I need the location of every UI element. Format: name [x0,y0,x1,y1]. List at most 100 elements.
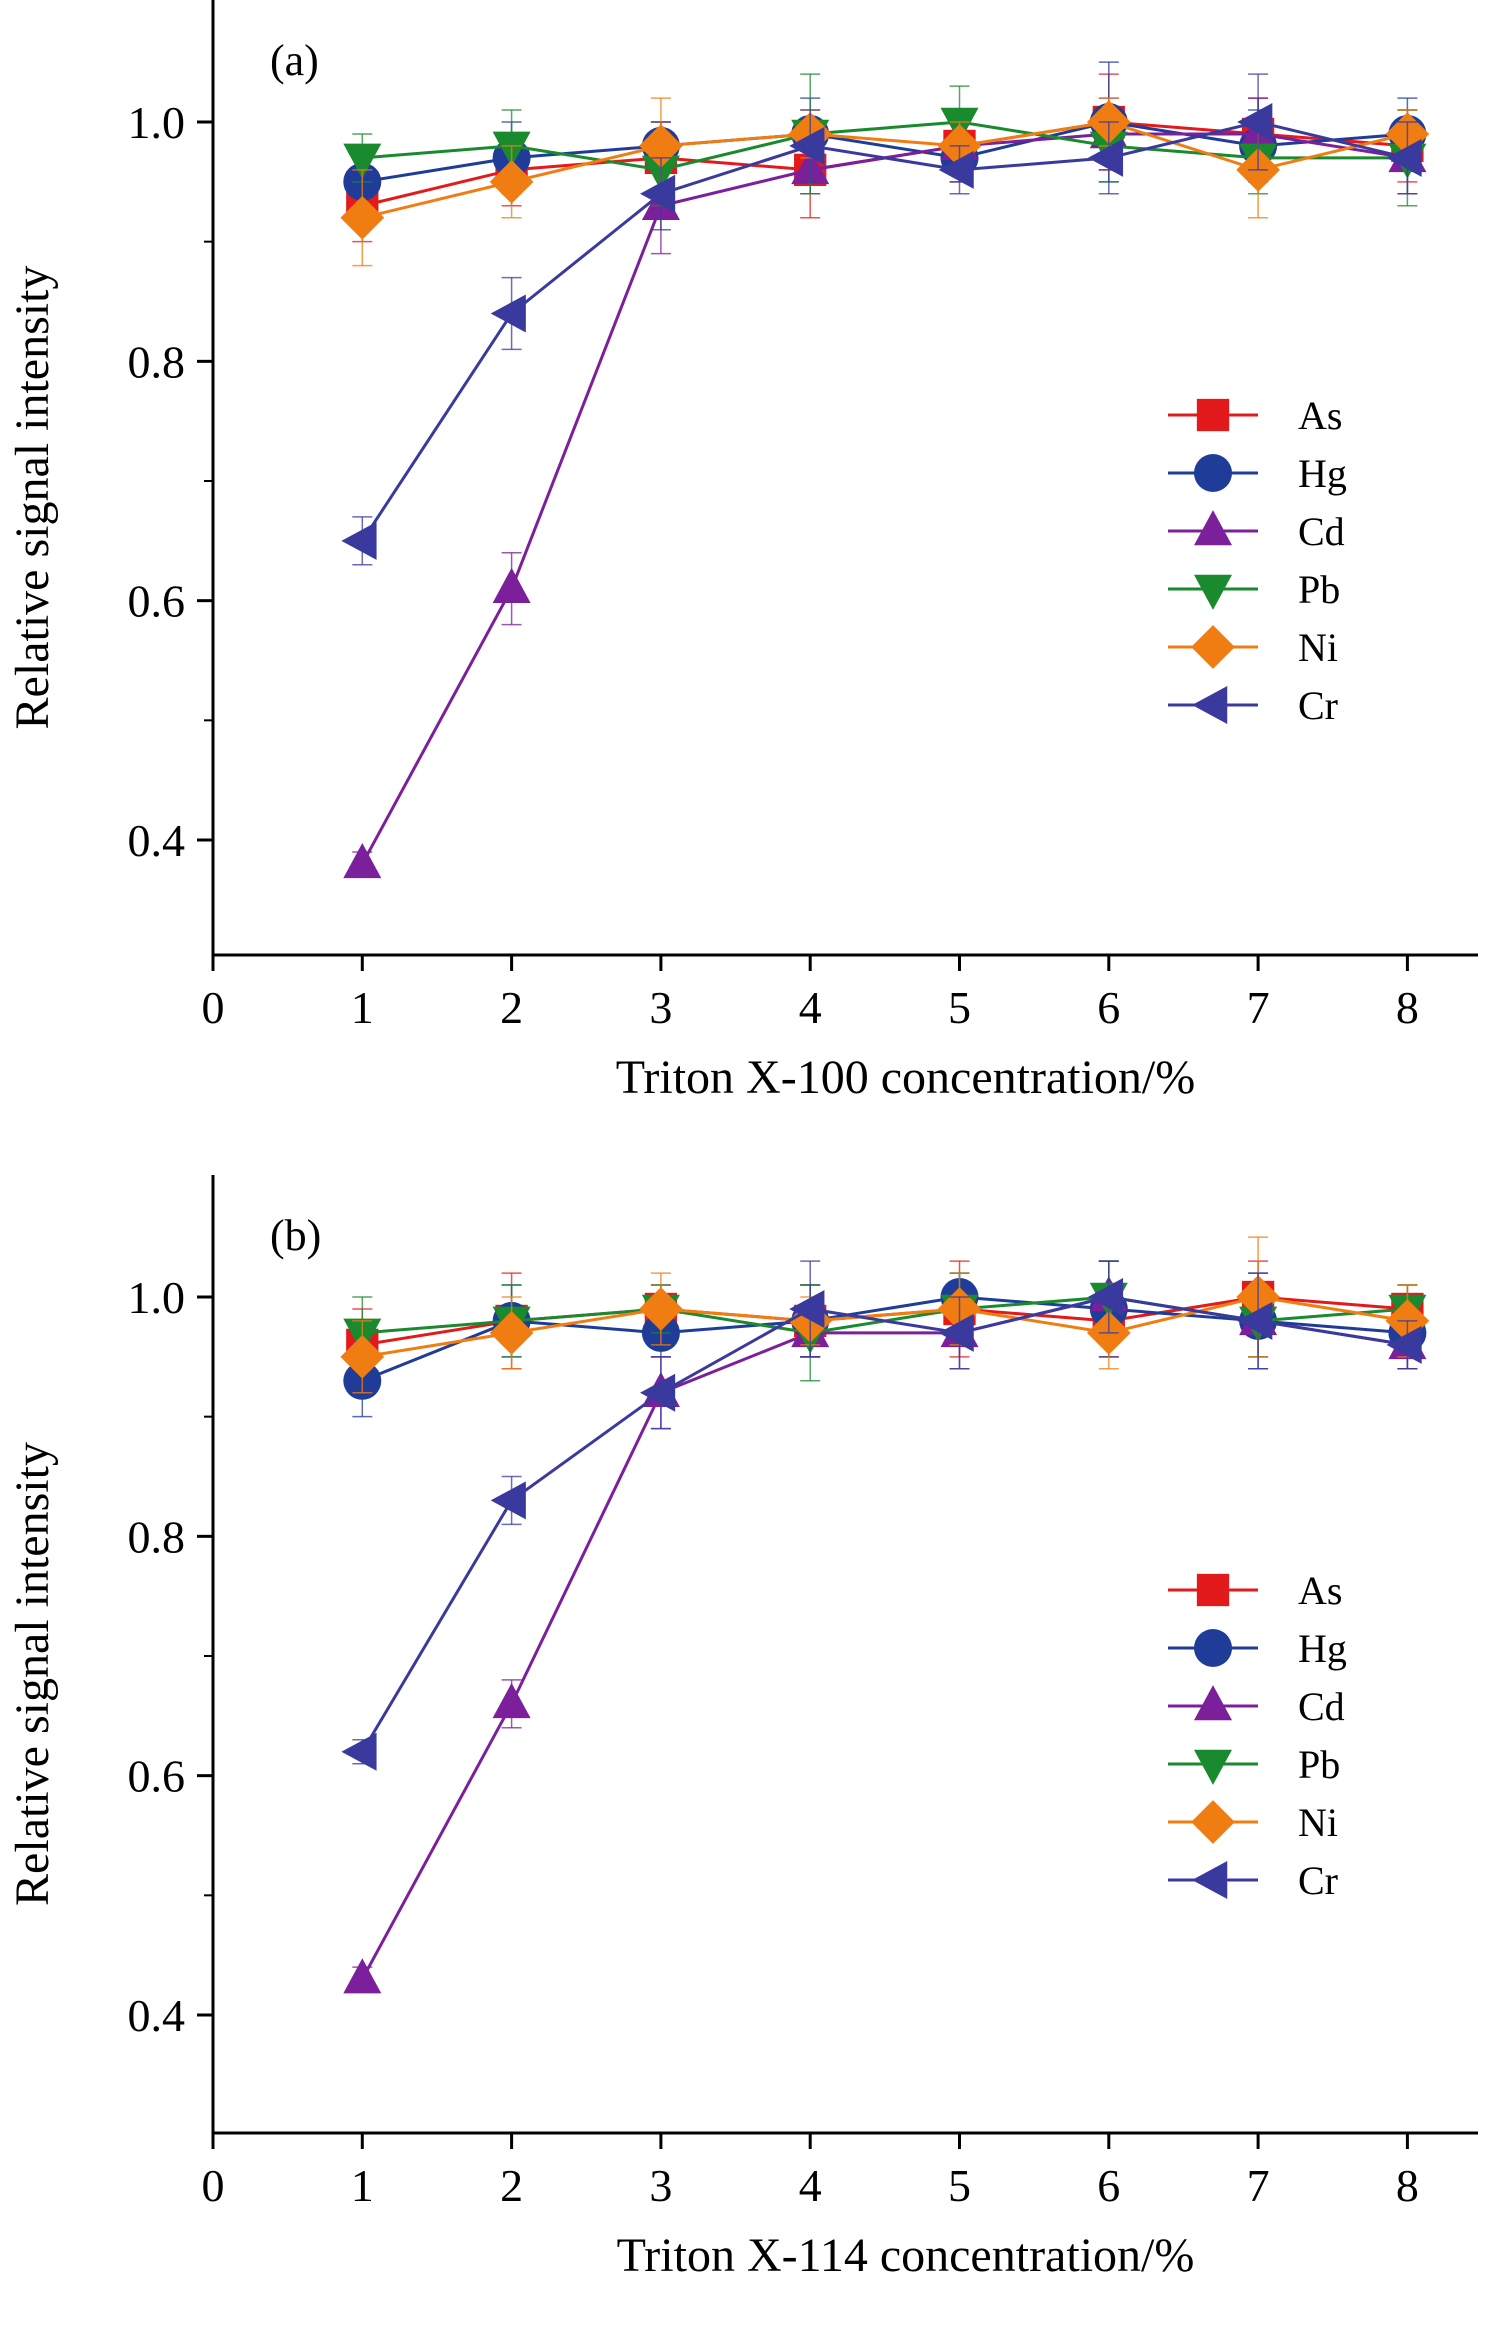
x-tick-label: 7 [1247,2160,1270,2211]
legend-label: Pb [1298,1742,1340,1787]
legend-marker [1194,1685,1232,1721]
x-tick-label: 3 [649,2160,672,2211]
data-point-cr [640,1373,676,1412]
series-line-pb [362,120,1408,172]
legend-marker [1194,454,1232,492]
x-tick-label: 7 [1247,982,1270,1033]
x-axis-title: Triton X-100 concentration/% [616,1051,1195,1104]
legend-marker [1191,1800,1235,1844]
data-point-cd [343,1958,382,1994]
data-point-ni [489,159,534,204]
data-point-cr [341,521,377,560]
series-cr [341,1260,1422,1771]
data-point-cr [1386,1325,1422,1364]
data-point-ni [639,1287,683,1331]
legend-marker [1194,510,1232,546]
series-cr [341,73,1422,566]
data-point-cd [492,1682,531,1719]
series-line-cr [361,1295,1408,1753]
legend: As Hg Cd Pb Ni Cr [1168,1568,1347,1903]
y-tick-label: 0.4 [128,1990,186,2041]
series-line-cd [360,1295,1408,1980]
data-point-cr [1237,1301,1273,1340]
data-point-cr [1087,1278,1124,1316]
x-tick-label: 2 [500,982,523,1033]
data-point-ni [489,1311,534,1355]
series-line-hg [361,1295,1408,1383]
series-line-cr [361,120,1408,542]
y-axis-title: Relative signal intensity [6,266,59,730]
series-cd [343,97,1427,879]
y-tick-label: 0.8 [128,1511,186,1562]
legend-label: As [1298,393,1342,438]
legend-label: Ni [1298,1800,1338,1845]
series-line-cd [360,132,1408,865]
x-tick-label: 8 [1396,2160,1419,2211]
series-line-ni [361,120,1408,220]
legend-label: Cd [1298,1684,1345,1729]
x-tick-label: 6 [1097,982,1120,1033]
legend-label: Cd [1298,509,1345,554]
data-point-pb [343,143,382,179]
legend-label: Hg [1298,1626,1347,1671]
x-tick-label: 5 [948,982,971,1033]
data-point-ni [639,124,683,168]
data-point-ni [340,195,385,240]
data-point-cr [938,1313,974,1352]
series-cd [343,1260,1427,1994]
x-tick-label: 5 [948,2160,971,2211]
x-tick-label: 6 [1097,2160,1120,2211]
data-point-cr [490,294,526,333]
x-tick-label: 0 [202,2160,225,2211]
data-point-cr [789,126,825,165]
series-line-ni [362,1295,1408,1359]
legend-marker [1194,1749,1232,1785]
y-tick-label: 0.6 [128,576,186,627]
legend-marker [1196,398,1230,432]
data-point-cr [1237,103,1273,141]
x-tick-label: 2 [500,2160,523,2211]
legend-label: Hg [1298,451,1347,496]
x-tick-label: 8 [1396,982,1419,1033]
legend-label: Cr [1298,683,1338,728]
legend-marker [1192,686,1228,724]
y-axis-title: Relative signal intensity [6,1442,59,1906]
x-tick-label: 4 [799,982,822,1033]
legend-marker [1194,1629,1232,1667]
data-point-cr [341,1732,377,1771]
y-tick-label: 0.4 [128,815,186,866]
x-axis-title: Triton X-114 concentration/% [617,2229,1195,2282]
data-point-cr [938,150,974,189]
x-tick-label: 3 [649,982,672,1033]
legend-marker [1196,1573,1230,1607]
y-tick-label: 1.0 [128,97,186,148]
panel-label: (b) [270,1211,321,1260]
legend-marker [1192,1861,1228,1899]
data-point-cr [789,1289,825,1328]
data-point-cr [1087,138,1124,177]
legend-label: As [1298,1568,1342,1613]
data-point-cr [1386,138,1422,177]
x-tick-label: 1 [351,2160,374,2211]
legend: As Hg Cd Pb Ni Cr [1168,393,1347,728]
panel-label: (a) [270,36,319,85]
data-point-cd [492,567,531,603]
x-tick-label: 1 [351,982,374,1033]
data-point-cr [640,174,676,213]
legend-label: Pb [1298,567,1340,612]
data-point-cd [343,843,382,879]
chart-panel-b: 0 1 2 3 4 5 6 7 8 0.4 0.6 0.8 1.0 Triton X-114 concen… [6,1175,1478,2282]
data-point-cr [490,1481,526,1520]
y-tick-label: 1.0 [128,1272,186,1323]
y-tick-label: 0.6 [128,1751,186,1802]
y-tick-label: 0.8 [128,336,186,387]
legend-label: Cr [1298,1858,1338,1903]
legend-label: Ni [1298,625,1338,670]
data-point-ni [340,1334,385,1379]
legend-marker [1194,574,1232,610]
x-tick-label: 4 [799,2160,822,2211]
legend-marker [1191,625,1235,669]
chart-panel-a: 0 1 2 3 4 5 6 7 8 0.4 0.6 0.8 1.0 Triton X-100 concen… [6,0,1478,1104]
x-tick-label: 0 [202,982,225,1033]
